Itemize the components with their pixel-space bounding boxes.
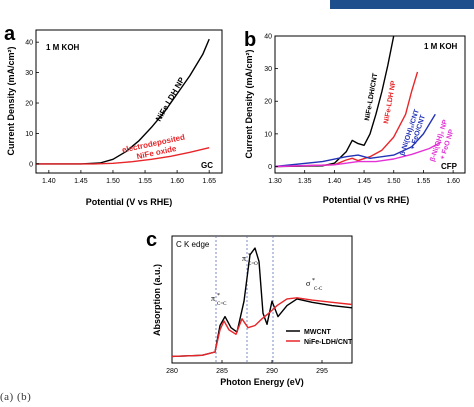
panel-label-a: a [4, 23, 16, 45]
series-group-c [171, 247, 353, 358]
xlabel-c: Photon Energy (eV) [220, 377, 304, 387]
ticks-b: 1.30 1.35 1.40 1.45 1.50 1.55 1.60 0 10 20 30 40 [264, 34, 460, 186]
figure-caption: (a) (b) [0, 391, 32, 403]
figure: 1.40 1.45 1.50 1.55 1.60 1.65 0 10 20 30 40 a 1 M … [4, 23, 466, 387]
ytick-label-b-2: 20 [264, 99, 272, 106]
ytick-label-a-4: 40 [25, 40, 33, 47]
ytick-label-b-1: 10 [264, 131, 272, 138]
reference-lines-c [215, 236, 274, 363]
legend-label-nife: NiFe-LDH/CNT [304, 339, 353, 346]
electrolyte-label-a: 1 M KOH [46, 43, 80, 52]
xtick-label-a-4: 1.60 [170, 178, 184, 185]
substrate-label-b: CFP [441, 162, 458, 171]
legend-c: MWCNT NiFe-LDH/CNT [286, 329, 353, 346]
ticks-a: 1.40 1.45 1.50 1.55 1.60 1.65 0 10 20 30 40 [25, 40, 216, 185]
series-line-b-1 [274, 71, 419, 168]
xtick-label-c-0: 280 [166, 368, 178, 375]
legend-label-mwcnt: MWCNT [304, 329, 332, 336]
substrate-label-a: GC [201, 161, 213, 170]
electrolyte-label-b: 1 M KOH [424, 42, 458, 51]
xtick-label-a-1: 1.45 [74, 178, 88, 185]
svg-text:σ: σ [306, 279, 311, 288]
svg-text:C-C: C-C [314, 287, 323, 292]
ytick-label-a-2: 20 [25, 101, 33, 108]
peak-label-cc: π * C=C [211, 293, 227, 307]
ticks-c: 280 285 290 295 [166, 360, 328, 375]
xtick-label-b-0: 1.30 [268, 178, 282, 185]
ytick-label-a-0: 0 [29, 161, 33, 168]
panel-c: 280 285 290 295 c C K edge π * C=C π * C=O … [146, 229, 353, 387]
series-line-c-1 [171, 297, 353, 358]
series-line-b-0 [274, 35, 395, 168]
xtick-label-a-5: 1.65 [202, 178, 216, 185]
xtick-label-a-2: 1.50 [106, 178, 120, 185]
series-group-b [274, 35, 442, 168]
series-group-a [36, 38, 210, 165]
panel-a: 1.40 1.45 1.50 1.55 1.60 1.65 0 10 20 30 40 a 1 M … [4, 23, 223, 207]
ytick-label-b-3: 30 [264, 66, 272, 73]
xtick-label-b-1: 1.35 [298, 178, 312, 185]
ylabel-c: Absorption (a.u.) [152, 264, 162, 336]
svg-text:C=O: C=O [248, 262, 258, 267]
ylabel-b: Current Density (mA/cm²) [244, 49, 254, 158]
svg-text:*: * [248, 253, 251, 259]
series-line-b-3 [274, 141, 442, 168]
panel-label-c: c [146, 229, 157, 251]
ytick-label-a-1: 10 [25, 131, 33, 138]
xtick-label-c-2: 290 [266, 368, 278, 375]
svg-text:*: * [217, 293, 220, 299]
peak-label-co: π * C=O [242, 253, 258, 267]
svg-text:*: * [312, 278, 315, 284]
xtick-label-b-4: 1.50 [387, 178, 401, 185]
series-line-c-0 [171, 247, 353, 358]
xtick-label-b-5: 1.55 [417, 178, 431, 185]
panel-label-b: b [244, 29, 256, 51]
xtick-label-b-6: 1.60 [446, 178, 460, 185]
xtick-label-a-0: 1.40 [42, 178, 56, 185]
edge-label-c: C K edge [176, 240, 210, 249]
ytick-label-b-4: 40 [264, 34, 272, 41]
plot-frame-b [274, 35, 466, 174]
xlabel-b: Potential (V vs RHE) [323, 195, 410, 205]
ytick-label-a-3: 30 [25, 70, 33, 77]
svg-text:C=C: C=C [217, 302, 227, 307]
ylabel-a: Current Density (mA/cm²) [6, 46, 16, 155]
series-line-b-2 [274, 113, 436, 168]
peak-label-sigma: σ * C-C [306, 278, 323, 292]
xtick-label-c-1: 285 [216, 368, 228, 375]
xlabel-a: Potential (V vs RHE) [86, 197, 173, 207]
header-bar [330, 0, 474, 9]
xtick-label-b-2: 1.40 [328, 178, 342, 185]
xtick-label-c-3: 295 [316, 368, 328, 375]
series-line-a-1 [36, 147, 210, 165]
svg-text:π: π [211, 294, 215, 303]
ytick-label-b-0: 0 [268, 164, 272, 171]
svg-text:π: π [242, 254, 246, 263]
xtick-label-b-3: 1.45 [357, 178, 371, 185]
xtick-label-a-3: 1.55 [138, 178, 152, 185]
